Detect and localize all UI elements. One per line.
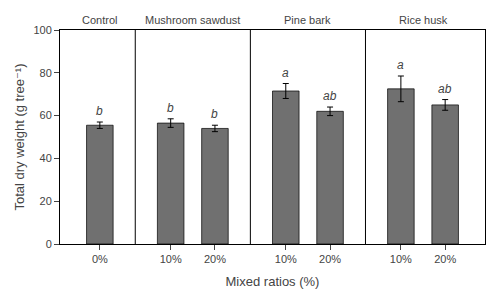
svg-text:Pine bark: Pine bark <box>284 14 331 26</box>
svg-text:100: 100 <box>33 24 51 36</box>
svg-text:40: 40 <box>40 152 52 164</box>
svg-text:0%: 0% <box>92 253 108 265</box>
svg-text:b: b <box>96 104 103 118</box>
svg-text:0: 0 <box>46 238 52 250</box>
svg-text:Mushroom sawdust: Mushroom sawdust <box>145 14 240 26</box>
svg-text:a: a <box>282 66 289 80</box>
svg-text:10%: 10% <box>160 253 182 265</box>
svg-text:60: 60 <box>40 109 52 121</box>
svg-text:b: b <box>167 101 174 115</box>
svg-text:80: 80 <box>40 67 52 79</box>
svg-text:b: b <box>211 107 218 121</box>
svg-text:20%: 20% <box>204 253 226 265</box>
svg-text:20: 20 <box>40 195 52 207</box>
svg-text:20%: 20% <box>434 253 456 265</box>
svg-text:ab: ab <box>323 89 337 103</box>
svg-text:10%: 10% <box>275 253 297 265</box>
svg-text:20%: 20% <box>319 253 341 265</box>
svg-text:a: a <box>397 58 404 72</box>
svg-text:Total dry weight (g tree⁻¹): Total dry weight (g tree⁻¹) <box>12 63 27 210</box>
svg-text:10%: 10% <box>390 253 412 265</box>
svg-text:Rice husk: Rice husk <box>399 14 448 26</box>
svg-text:ab: ab <box>438 82 452 96</box>
svg-text:Mixed ratios (%): Mixed ratios (%) <box>226 274 320 289</box>
svg-text:Control: Control <box>82 14 117 26</box>
